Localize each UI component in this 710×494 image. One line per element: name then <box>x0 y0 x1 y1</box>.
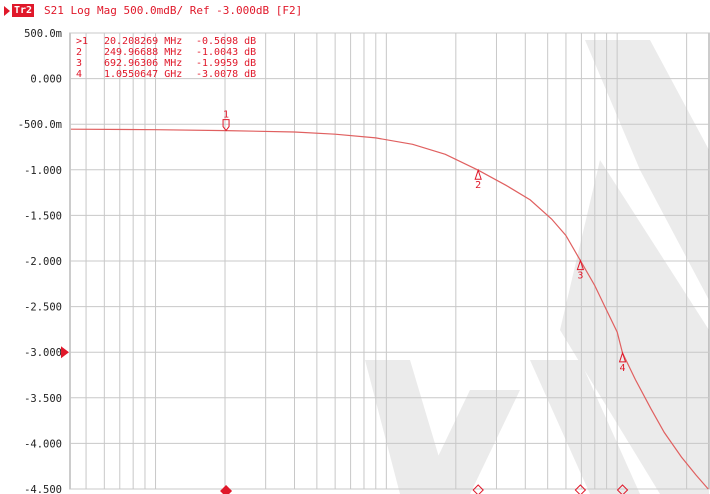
marker-table-value: -1.0043 dB <box>196 47 256 58</box>
marker-2-label: 2 <box>475 180 481 191</box>
marker-table-label: 4 <box>76 69 82 80</box>
y-tick-label: 500.0m <box>24 28 62 40</box>
plot-grid <box>69 32 710 490</box>
y-tick-label: 0.000 <box>30 74 62 86</box>
marker-4-label: 4 <box>620 363 626 374</box>
measurement-status: S21 Log Mag 500.0mdB/ Ref -3.000dB [F2] <box>44 4 303 17</box>
y-tick-label: -3.000 <box>24 347 62 359</box>
marker-table-value: -3.0078 dB <box>196 69 256 80</box>
stimulus-marker-3 <box>574 484 587 494</box>
marker-table-label: 3 <box>76 58 82 69</box>
marker-3-icon[interactable] <box>576 259 585 271</box>
marker-table-frequency: 692.96306 MHz <box>104 58 182 69</box>
y-tick-label: -1.500 <box>24 210 62 222</box>
s21-trace-line <box>70 128 709 490</box>
marker-3-label: 3 <box>577 271 583 282</box>
stimulus-marker-4 <box>616 484 629 494</box>
trace-tag[interactable]: Tr2 <box>12 4 35 17</box>
y-tick-label: -2.500 <box>24 302 62 314</box>
marker-table-value: -1.9959 dB <box>196 58 256 69</box>
y-tick-label: -1.000 <box>24 165 62 177</box>
stimulus-marker-ticks <box>220 484 629 494</box>
reference-level-arrow[interactable] <box>61 346 69 359</box>
watermark-logo <box>365 40 709 494</box>
y-tick-label: -3.500 <box>24 393 62 405</box>
marker-table-label: 2 <box>76 47 82 58</box>
marker-table-label: >1 <box>76 36 88 47</box>
trace-markers[interactable]: 1 2 3 4 <box>222 110 627 374</box>
y-tick-label: -2.000 <box>24 256 62 268</box>
marker-1-label: 1 <box>223 110 229 121</box>
marker-table-frequency: 249.96688 MHz <box>104 47 182 58</box>
watermark-stroke <box>530 360 640 494</box>
y-tick-label: -4.500 <box>24 484 62 494</box>
marker-1-icon[interactable] <box>222 119 230 132</box>
marker-table-value: -0.5698 dB <box>196 36 256 47</box>
y-tick-label: -4.000 <box>24 438 62 450</box>
marker-table-frequency: 1.0550647 GHz <box>104 69 182 80</box>
y-tick-label: -500.0m <box>18 119 62 131</box>
watermark-stroke <box>560 160 709 494</box>
stimulus-marker-2 <box>472 484 484 494</box>
marker-4-icon[interactable] <box>618 351 627 363</box>
marker-readout-table: >1 20.208269 MHz -0.5698 dB 2 249.96688 MHz -… <box>76 36 256 80</box>
watermark-stroke <box>420 390 520 494</box>
trace-status-bar: Tr2 S21 Log Mag 500.0mdB/ Ref -3.000dB [… <box>0 0 710 24</box>
stimulus-marker-1 <box>220 485 233 494</box>
reference-arrow-icon[interactable] <box>61 346 69 359</box>
marker-2-icon[interactable] <box>474 168 482 180</box>
active-trace-arrow-icon <box>4 6 10 16</box>
y-axis-tick-labels: 500.0m 0.000 -500.0m -1.000 -1.500 -2.000 -2.5… <box>18 28 62 494</box>
marker-table-frequency: 20.208269 MHz <box>104 36 182 47</box>
